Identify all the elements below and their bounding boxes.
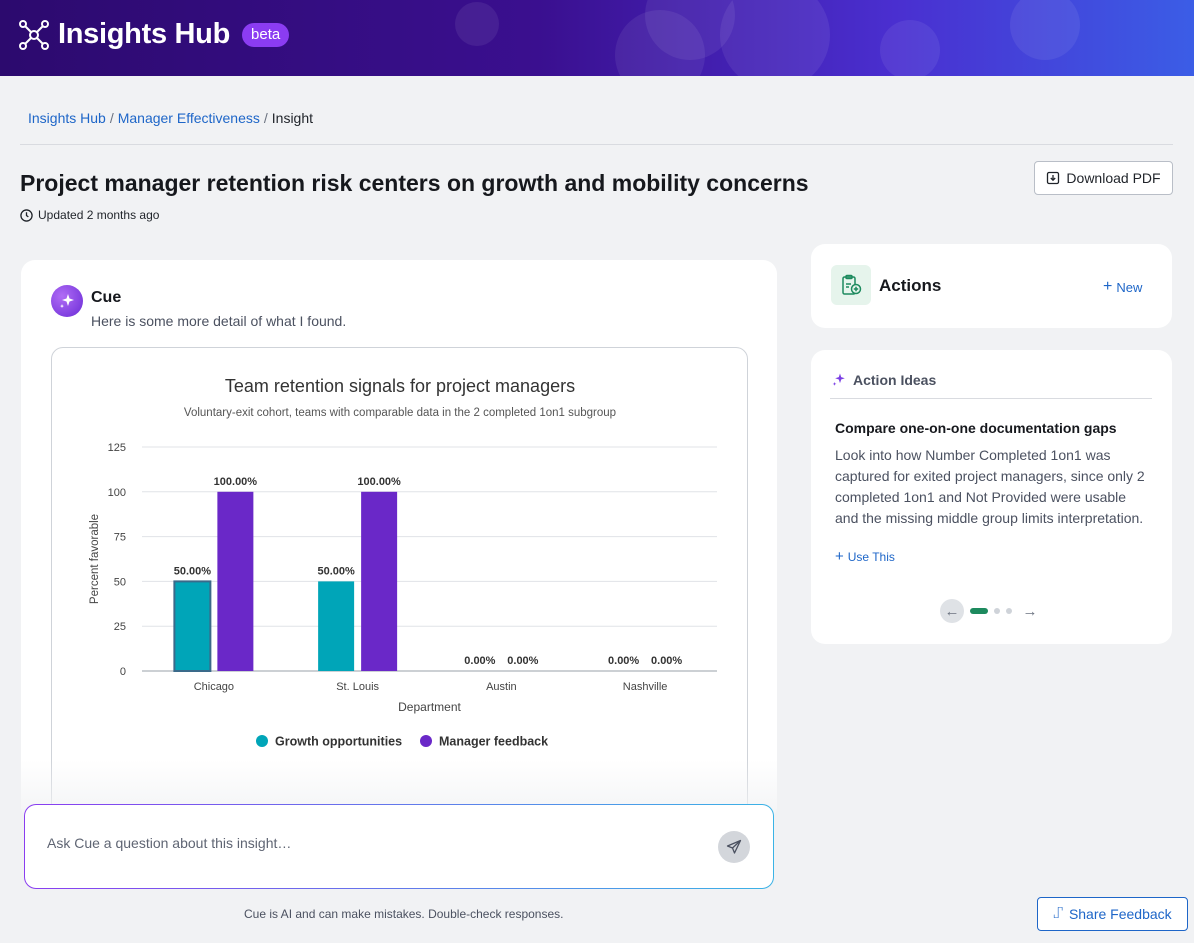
breadcrumb-separator: / [109, 110, 114, 126]
cue-avatar [51, 285, 83, 317]
brand[interactable]: Insights Hub beta [18, 18, 290, 51]
download-icon [1047, 171, 1060, 185]
next-arrow-icon[interactable]: → [1022, 602, 1038, 620]
y-tick-label: 50 [114, 576, 126, 588]
cue-subtitle: Here is some more detail of what I found… [91, 313, 347, 329]
y-tick-label: 0 [120, 666, 126, 678]
updated-text: Updated 2 months ago [38, 208, 160, 222]
clipboard-add-icon [831, 265, 871, 305]
pager-dot-active[interactable] [970, 608, 988, 614]
data-label: 0.00% [608, 655, 639, 667]
pager-dot[interactable] [1006, 608, 1012, 614]
sparkle-icon [60, 294, 74, 308]
bar [217, 491, 254, 671]
new-action-label: New [1116, 279, 1143, 295]
ask-cue-input[interactable] [47, 835, 687, 851]
page-title: Project manager retention risk centers o… [20, 170, 809, 196]
idea-description: Look into how Number Completed 1on1 was … [835, 447, 1145, 526]
data-label: 0.00% [651, 655, 682, 667]
share-feedback-button[interactable]: ⑀ Share Feedback [1037, 897, 1188, 931]
prev-arrow-icon[interactable]: ← [940, 599, 964, 623]
x-tick-label: Nashville [623, 681, 668, 693]
x-tick-label: St. Louis [336, 681, 379, 693]
actions-title: Actions [879, 276, 942, 295]
legend-swatch [420, 735, 432, 747]
clock-icon [20, 208, 33, 222]
cue-name: Cue [91, 289, 122, 306]
bar [318, 581, 355, 671]
data-label: 50.00% [317, 565, 355, 577]
network-nodes-icon [19, 19, 49, 50]
breadcrumb-insights-hub[interactable]: Insights Hub [28, 110, 106, 126]
app-title: Insights Hub [58, 18, 231, 50]
plus-icon: + [835, 548, 844, 565]
legend-label: Growth opportunities [275, 735, 402, 749]
ideas-divider [830, 398, 1152, 399]
actions-card: Actions + New [811, 244, 1172, 328]
breadcrumb-current: Insight [271, 110, 314, 126]
header-divider [20, 144, 1173, 145]
new-action-button[interactable]: + New [1103, 278, 1142, 296]
y-tick-label: 100 [108, 487, 126, 499]
legend-label: Manager feedback [439, 735, 548, 749]
app-header: Insights Hub beta [0, 0, 1194, 76]
y-tick-label: 75 [114, 532, 126, 544]
breadcrumb: Insights Hub / Manager Effectiveness / Insig… [28, 110, 313, 126]
x-axis-label: Department [398, 700, 461, 714]
plus-icon: + [1103, 278, 1113, 295]
y-axis-label: Percent favorable [89, 514, 101, 604]
y-tick-label: 25 [114, 621, 126, 633]
action-ideas-heading: Action Ideas [831, 372, 936, 388]
data-label: 50.00% [174, 565, 212, 577]
updated-timestamp: Updated 2 months ago [20, 208, 159, 222]
y-tick-label: 125 [108, 442, 126, 454]
download-pdf-button[interactable]: Download PDF [1034, 161, 1173, 195]
data-label: 0.00% [507, 655, 538, 667]
data-label: 100.00% [357, 476, 401, 488]
send-icon [726, 839, 742, 854]
data-label: 0.00% [464, 655, 495, 667]
bar [173, 580, 212, 672]
chart-container: Team retention signals for project manag… [51, 347, 748, 820]
pager-dot[interactable] [994, 608, 1000, 614]
chart-subtitle: Voluntary-exit cohort, teams with compar… [184, 407, 616, 419]
data-label: 100.00% [214, 476, 258, 488]
send-button[interactable] [718, 831, 750, 863]
action-ideas-title: Action Ideas [853, 372, 937, 388]
cue-response-card: Cue Here is some more detail of what I f… [21, 260, 777, 820]
chart-title: Team retention signals for project manag… [225, 376, 575, 396]
legend-swatch [256, 735, 268, 747]
beta-badge: beta [242, 22, 290, 47]
use-this-button[interactable]: + Use This [835, 548, 895, 565]
share-feedback-label: Share Feedback [1068, 906, 1172, 922]
ideas-pager: ← → [940, 599, 1042, 623]
download-pdf-label: Download PDF [1066, 170, 1161, 186]
idea-title: Compare one-on-one documentation gaps [835, 420, 1117, 436]
breadcrumb-manager-effectiveness[interactable]: Manager Effectiveness [117, 110, 260, 126]
x-tick-label: Austin [486, 681, 517, 693]
action-ideas-card: Action Ideas Compare one-on-one document… [811, 350, 1172, 644]
ai-disclaimer: Cue is AI and can make mistakes. Double-… [244, 907, 564, 921]
x-tick-label: Chicago [194, 681, 234, 693]
chat-input-box [24, 804, 774, 889]
use-this-label: Use This [847, 549, 895, 564]
breadcrumb-separator: / [263, 110, 268, 126]
retention-bar-chart: Team retention signals for project manag… [89, 376, 717, 749]
ear-icon: ⑀ [1053, 905, 1063, 922]
bar [361, 491, 398, 671]
sparkle-icon [832, 373, 845, 386]
